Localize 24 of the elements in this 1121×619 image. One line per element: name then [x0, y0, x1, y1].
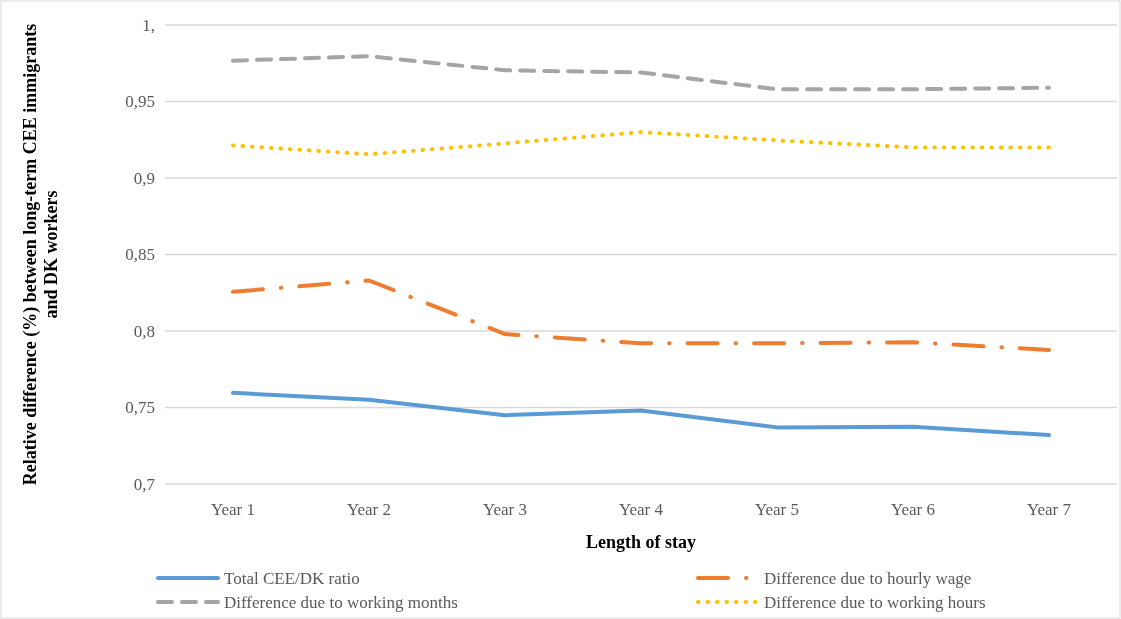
x-tick-label: Year 7	[1026, 500, 1072, 519]
legend-label: Difference due to working months	[224, 592, 458, 612]
x-tick-label: Year 5	[754, 500, 800, 519]
line-series	[231, 390, 1051, 438]
x-tick-label: Year 1	[210, 500, 256, 519]
y-tick-label: 0,85	[125, 245, 155, 265]
legend-label: Total CEE/DK ratio	[224, 568, 360, 588]
x-tick-label: Year 4	[618, 500, 664, 519]
y-tick-label: 0,95	[125, 92, 155, 112]
legend-label: Difference due to working hours	[764, 592, 986, 612]
x-tick-label: Year 2	[346, 500, 392, 519]
x-tick-label: Year 6	[890, 500, 936, 519]
y-tick-label: 0,75	[125, 398, 155, 418]
x-axis-title: Length of stay	[585, 532, 697, 552]
y-tick-label: 0,9	[133, 168, 155, 188]
y-axis-title: Relative difference (%) between long-term CEE immigrants and DK workers	[20, 23, 62, 486]
line-series	[231, 54, 1051, 92]
line-series	[231, 278, 1051, 352]
line-series	[231, 130, 1051, 157]
x-tick-label: Year 3	[482, 500, 528, 519]
legend-label: Difference due to hourly wage	[764, 568, 972, 588]
y-tick-label: 0,8	[133, 321, 155, 341]
y-tick-label: 0,7	[133, 474, 156, 494]
y-tick-label: 1,	[142, 15, 155, 35]
